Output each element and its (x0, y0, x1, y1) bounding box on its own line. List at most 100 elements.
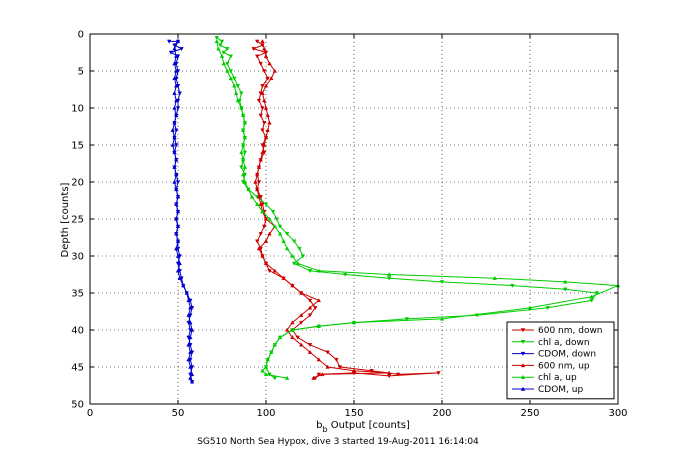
legend-entry: 600 nm, up (538, 361, 590, 371)
data-point (263, 83, 269, 88)
data-point (174, 157, 179, 162)
data-point (175, 209, 181, 214)
series-chl-a-up (214, 39, 621, 380)
figure-caption: SG510 North Sea Hypox, dive 3 started 19… (197, 437, 479, 447)
data-point (298, 290, 304, 295)
data-point (254, 187, 260, 192)
data-point (228, 76, 234, 81)
data-point (272, 68, 278, 73)
data-point (177, 261, 182, 266)
data-point (562, 279, 568, 284)
data-point (272, 376, 278, 381)
data-point (316, 372, 322, 377)
y-tick-label: 35 (71, 289, 84, 300)
data-point (228, 54, 234, 59)
data-point (284, 232, 290, 237)
data-point (492, 275, 498, 280)
data-point (172, 43, 177, 48)
x-tick-label: 100 (256, 408, 275, 419)
x-tick-label: 150 (344, 408, 363, 419)
data-point (325, 350, 330, 355)
grid-lines (90, 34, 618, 404)
data-point (290, 283, 295, 288)
data-point (254, 39, 260, 44)
legend-entry: chl a, up (538, 373, 577, 383)
data-point (269, 349, 274, 354)
x-tick-label: 200 (432, 408, 451, 419)
data-point (290, 253, 295, 258)
data-point (263, 216, 269, 221)
data-point (174, 113, 179, 118)
data-point (258, 113, 263, 118)
data-point (311, 375, 316, 380)
data-point (284, 246, 290, 251)
data-point (240, 142, 246, 147)
data-point (267, 216, 272, 221)
data-point (589, 298, 594, 303)
y-tick-label: 45 (71, 363, 84, 374)
data-point (263, 364, 269, 369)
data-point (186, 342, 191, 347)
data-point (188, 375, 193, 380)
data-point (260, 128, 265, 133)
data-point (262, 224, 267, 229)
data-point (269, 76, 274, 81)
data-point (242, 150, 248, 155)
data-point (386, 272, 392, 277)
y-axis-label: Depth [counts] (60, 182, 71, 257)
data-point (174, 143, 179, 148)
data-point (228, 69, 234, 74)
data-point (291, 261, 297, 266)
data-point (307, 313, 313, 318)
y-tick-label: 40 (71, 326, 84, 337)
data-point (256, 246, 262, 251)
data-point (589, 294, 594, 299)
legend-entry: CDOM, up (538, 385, 583, 395)
y-tick-label: 10 (71, 104, 84, 115)
data-point (313, 306, 318, 311)
data-point (221, 61, 226, 66)
data-point (225, 61, 230, 66)
y-tick-label: 30 (71, 252, 84, 263)
x-tick-label: 50 (172, 408, 185, 419)
data-point (260, 253, 265, 258)
series-cdom-up (170, 39, 195, 384)
data-point (258, 232, 263, 237)
data-point (172, 150, 177, 155)
data-point (281, 238, 286, 243)
data-point (334, 357, 339, 362)
y-tick-label: 25 (71, 215, 84, 226)
data-point (316, 357, 322, 362)
data-point (510, 283, 515, 288)
data-point (242, 164, 248, 169)
data-point (235, 98, 241, 103)
data-point (254, 172, 260, 177)
data-point (545, 306, 550, 311)
data-point (307, 343, 313, 348)
data-point (263, 53, 269, 58)
data-point (172, 76, 177, 81)
data-point (277, 335, 283, 340)
data-point (351, 368, 357, 373)
legend-entry: 600 nm, down (538, 326, 603, 336)
data-point (342, 272, 348, 277)
data-point (174, 216, 179, 221)
data-point (260, 39, 265, 44)
data-point (272, 342, 278, 347)
data-point (295, 335, 300, 340)
data-point (307, 298, 313, 303)
y-tick-label: 50 (71, 400, 84, 411)
data-point (240, 113, 246, 118)
x-tick-labels: 0 50 100 150 200 250 300 (87, 408, 628, 419)
data-point (181, 283, 186, 288)
data-point (177, 275, 182, 280)
legend-swatch-marker (520, 351, 526, 356)
data-point (265, 76, 270, 81)
data-point (239, 105, 244, 110)
data-point (404, 317, 410, 322)
data-point (249, 194, 255, 199)
data-point (265, 113, 270, 118)
data-point (263, 105, 269, 110)
data-point (258, 201, 263, 206)
data-point (436, 371, 441, 376)
